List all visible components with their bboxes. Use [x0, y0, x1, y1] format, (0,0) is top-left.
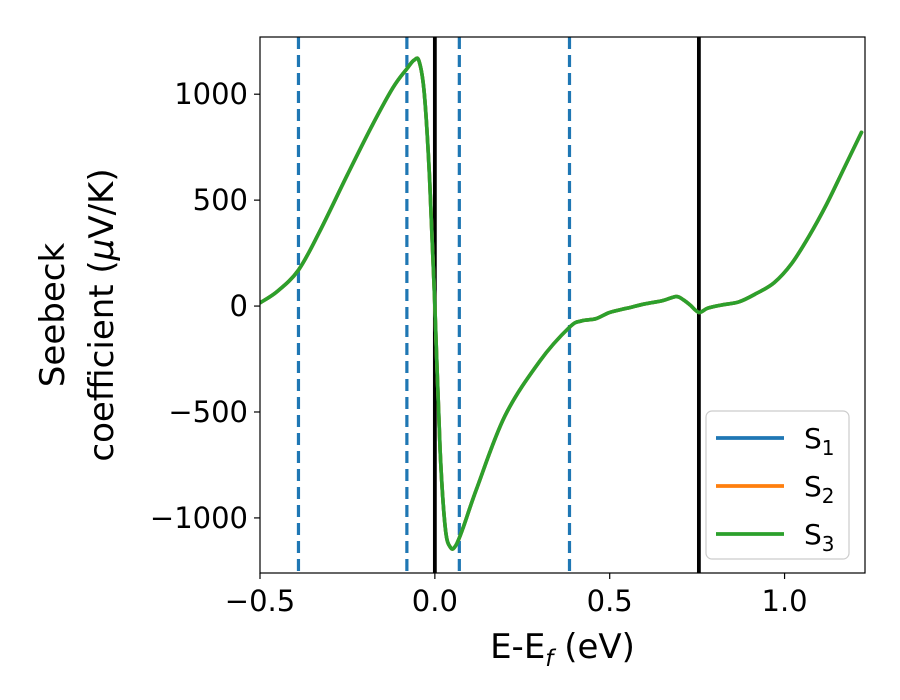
axis-ticks: −0.5 0.0 0.5 1.0 −1000 −500 0 500 1000	[150, 77, 808, 618]
y-axis-label-line1: Seebeck	[33, 243, 73, 388]
x-axis-label-text: E-Ef (eV)	[490, 627, 635, 672]
y-axis-label: Seebeck coefficient (μV/K)	[33, 168, 122, 461]
plot-area	[260, 37, 864, 573]
y-axis-label-line2: coefficient (μV/K)	[82, 168, 122, 461]
legend: S1 S2 S3	[705, 410, 850, 560]
series-line-s3	[260, 56, 864, 551]
y-tick-label: −1000	[150, 501, 248, 535]
x-tick-label: 0.0	[412, 584, 458, 618]
x-tick-label: −0.5	[225, 584, 295, 618]
y-tick-label: −500	[168, 395, 248, 429]
y-tick-label: 1000	[174, 77, 248, 111]
legend-label: S2	[804, 470, 835, 508]
x-tick-label: 0.5	[587, 584, 633, 618]
legend-label: S1	[804, 422, 835, 460]
y-tick-label: 0	[230, 289, 248, 323]
x-axis-label: E-Ef (eV)	[490, 627, 635, 672]
x-tick-label: 1.0	[762, 584, 808, 618]
y-tick-label: 500	[193, 183, 248, 217]
axes-frame	[259, 36, 866, 574]
legend-label: S3	[804, 518, 835, 556]
